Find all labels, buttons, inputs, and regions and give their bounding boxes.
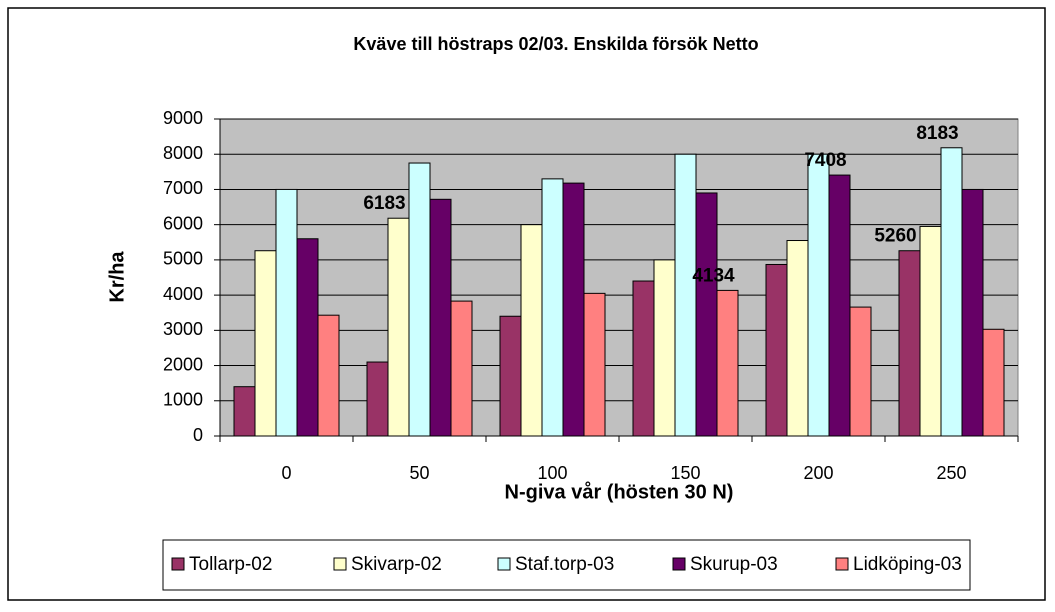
legend-label: Staf.torp-03 [515,554,614,575]
data-label: 5260 [874,226,916,247]
legend-swatch [333,557,347,571]
bar [429,198,452,437]
bar [233,386,256,437]
legend-swatch [497,557,511,571]
bar [450,300,473,437]
x-tick-label: 200 [803,463,833,483]
data-label: 6183 [363,193,405,214]
bar [982,328,1005,437]
bar [317,314,340,437]
y-tick-label: 1000 [163,390,203,410]
legend-label: Skurup-03 [690,554,778,575]
bar [786,240,809,437]
bar [807,153,830,437]
y-tick-label: 6000 [163,213,203,233]
y-tick-label: 7000 [163,178,203,198]
bar [583,292,606,437]
bar [632,280,655,437]
data-label: 8183 [916,123,958,144]
y-tick-label: 0 [193,425,203,445]
bar [562,182,585,437]
legend-label: Lidköping-03 [853,554,962,575]
bar [254,250,277,437]
data-label: 4134 [692,265,735,286]
bar [275,188,298,437]
bar [849,306,872,437]
x-tick-label: 0 [281,463,291,483]
x-tick-label: 100 [537,463,567,483]
x-tick-label: 250 [936,463,966,483]
chart-title: Kväve till höstraps 02/03. Enskilda förs… [353,34,758,54]
y-axis-title: Kr/ha [106,251,128,303]
bar [366,361,389,437]
bar [828,174,851,437]
y-tick-label: 4000 [163,284,203,304]
x-tick-label: 50 [409,463,429,483]
plot-area [219,118,1019,437]
bar [296,238,319,437]
bar [716,289,739,437]
bar [765,263,788,437]
bar [541,178,564,437]
y-tick-label: 5000 [163,249,203,269]
bar [940,147,963,437]
y-tick-label: 2000 [163,354,203,374]
bar [520,224,543,437]
bar [499,315,522,437]
legend-swatch [171,557,185,571]
legend-label: Skivarp-02 [351,554,442,575]
legend-swatch [672,557,686,571]
legend-label: Tollarp-02 [189,554,272,575]
legend-swatch [835,557,849,571]
y-tick-label: 9000 [163,108,203,128]
bar [408,162,431,437]
bar [387,217,410,437]
data-label: 7408 [804,150,846,171]
y-tick-label: 8000 [163,143,203,163]
x-tick-label: 150 [670,463,700,483]
x-axis-title: N-giva vår (hösten 30 N) [505,480,734,503]
bar [653,259,676,437]
bar [898,250,921,437]
y-tick-label: 3000 [163,319,203,339]
bar [674,153,697,437]
bar [961,188,984,437]
bar [695,192,718,437]
bar [919,225,942,437]
